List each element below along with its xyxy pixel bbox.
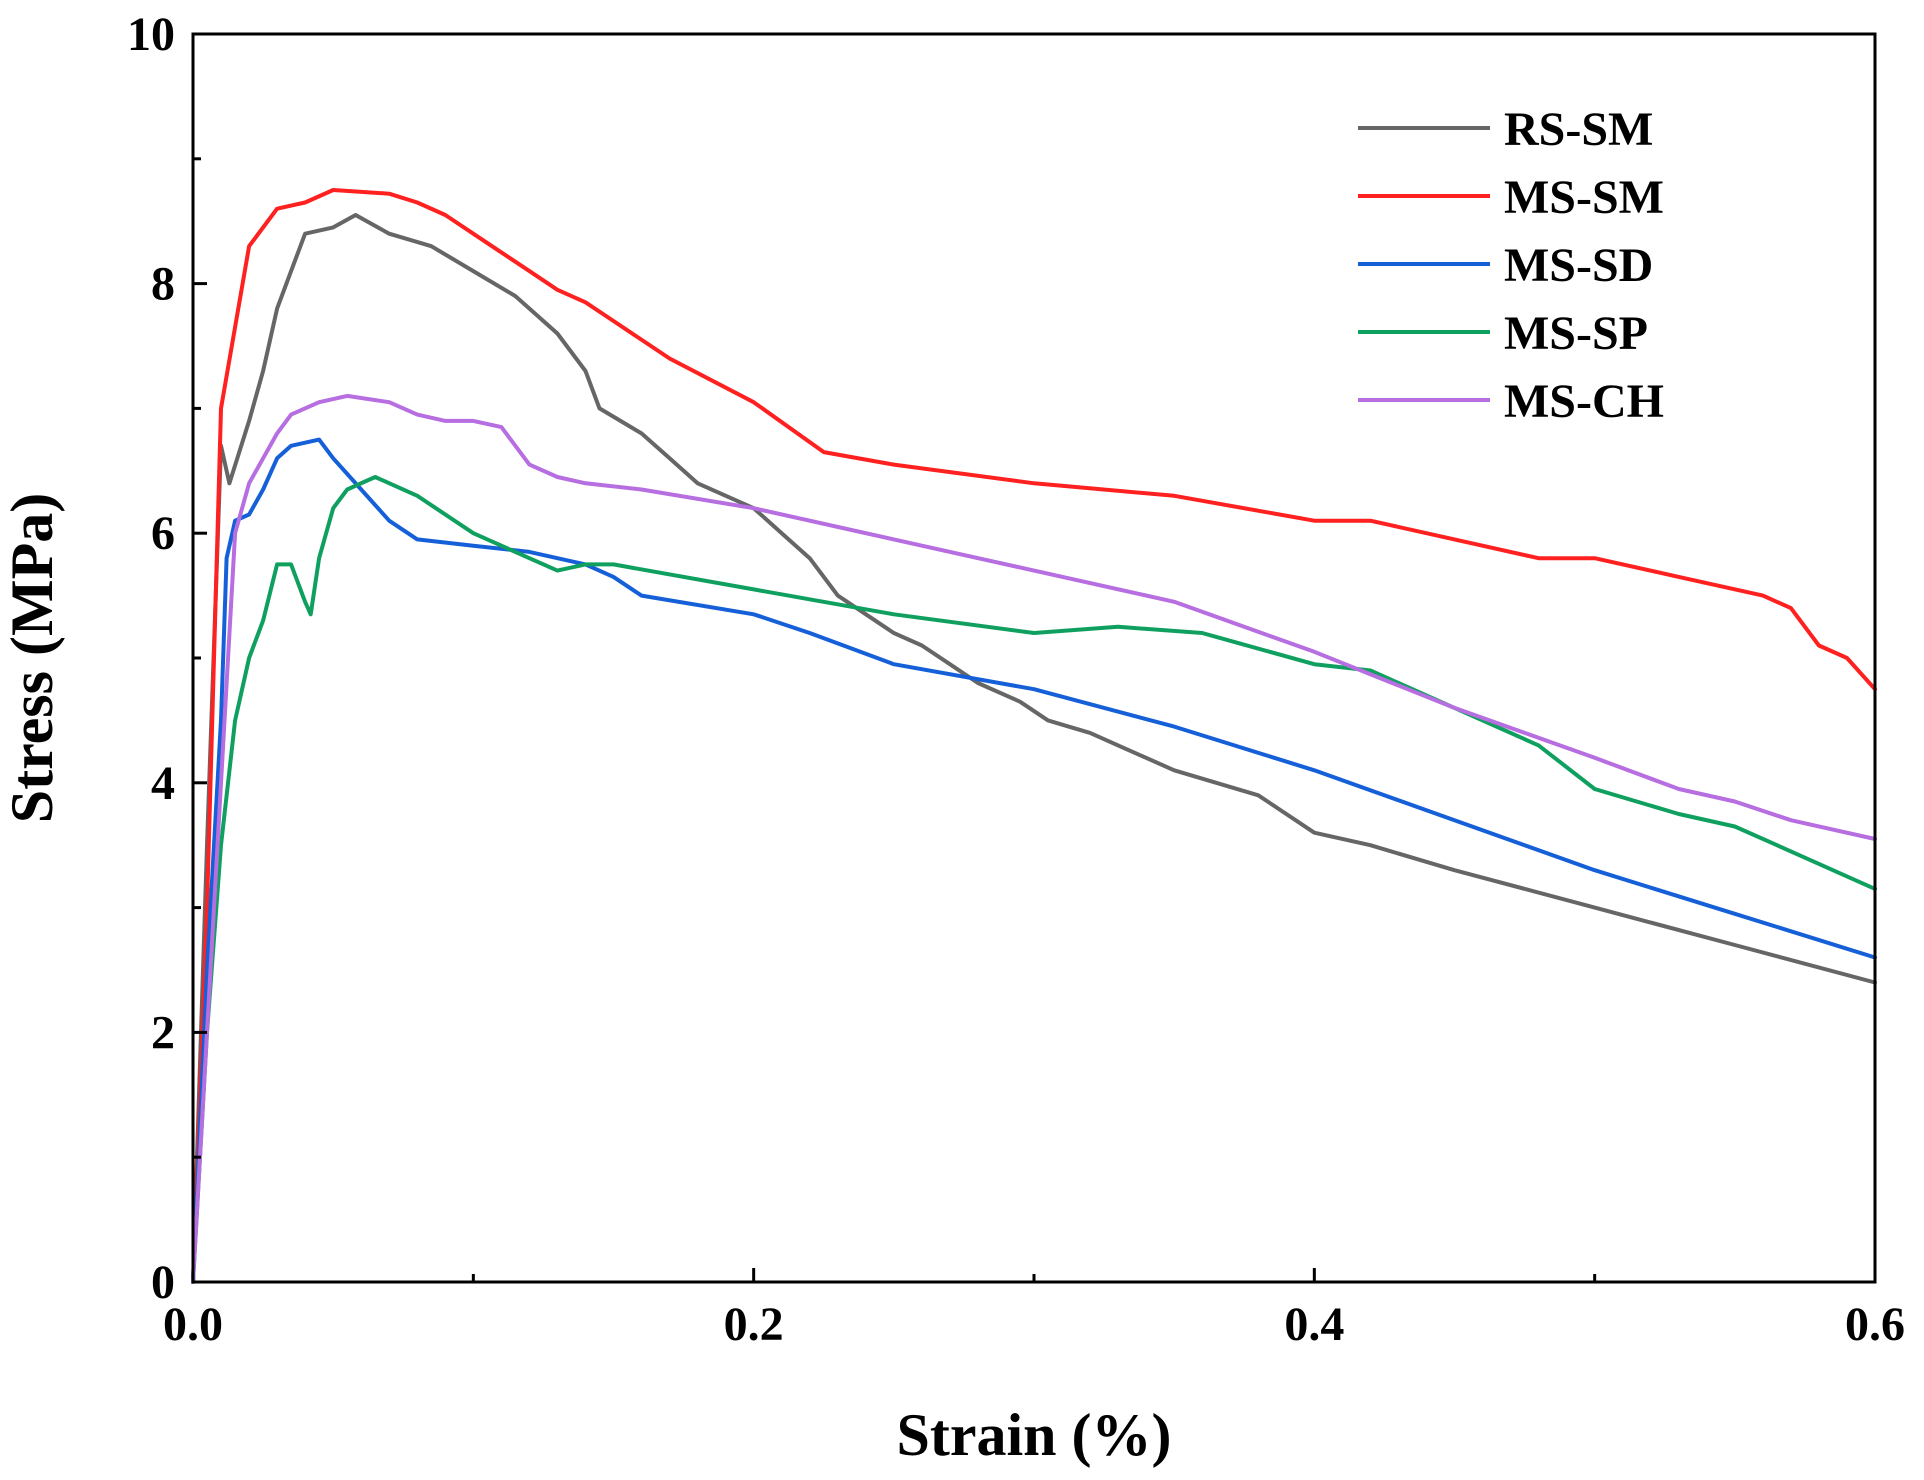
series-line-ms-sm [191,188,1877,1284]
x-tick-label: 0.4 [1284,1298,1344,1351]
legend-label-ms-sd: MS-SD [1504,239,1653,292]
y-tick-label: 0 [151,1256,175,1309]
series-layer [191,188,1877,1284]
series-line-ms-ch [191,393,1877,1284]
x-axis-title: Strain (%) [897,1402,1172,1468]
x-tick-label: 0.0 [163,1298,223,1351]
x-tick-label: 0.6 [1845,1298,1905,1351]
x-tick-label: 0.2 [724,1298,784,1351]
y-tick-label: 2 [151,1006,175,1059]
series-line-ms-sp [191,475,1877,1284]
series-line-rs-sm [191,213,1877,1284]
ticks-layer: 0.0 0.2 0.4 0.6 0 2 4 6 8 10 [127,8,1905,1351]
y-tick-label: 10 [127,8,175,61]
y-axis-title: Stress (MPa) [0,493,65,823]
legend: RS-SM MS-SM MS-SD MS-SP MS-CH [1358,103,1664,428]
y-tick-label: 4 [151,757,175,810]
y-tick-label: 8 [151,258,175,311]
legend-label-ms-sm: MS-SM [1504,171,1664,224]
series-line-ms-sd [191,437,1877,1284]
legend-label-ms-sp: MS-SP [1504,307,1648,360]
y-tick-label: 6 [151,507,175,560]
legend-label-rs-sm: RS-SM [1504,103,1653,156]
legend-label-ms-ch: MS-CH [1504,375,1664,428]
